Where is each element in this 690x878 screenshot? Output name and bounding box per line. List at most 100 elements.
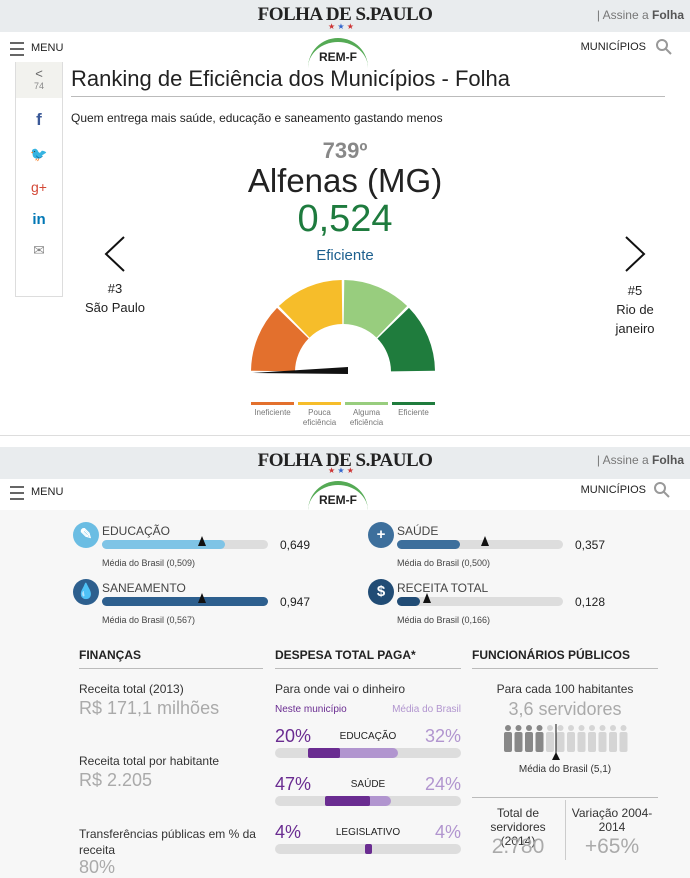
municipios[interactable]: MUNICÍPIOS [580, 41, 646, 53]
indicator-label: EDUCAÇÃO [102, 524, 171, 538]
title: Ranking de Eficiência dos Municípios - F… [71, 66, 665, 97]
indicator-label: RECEITA TOTAL [397, 581, 489, 595]
func-subtitle: Para cada 100 habitantes [496, 682, 634, 696]
indicator-value: 0,128 [575, 595, 606, 609]
gauge-segment [251, 307, 309, 372]
fin-label: Receita total por habitante [79, 754, 220, 768]
linkedin[interactable]: in [32, 211, 46, 228]
person-body [535, 732, 544, 752]
badge[interactable]: REM-F [308, 481, 368, 511]
menu[interactable]: MENU [31, 486, 64, 498]
fin-label: Receita total (2013) [79, 682, 184, 696]
subscribe[interactable]: | Assine a Folha [597, 8, 684, 22]
person-head [610, 725, 616, 731]
search-icon[interactable] [654, 482, 670, 498]
indicator-value: 0,357 [575, 538, 606, 552]
despesa-local-bar [365, 844, 372, 854]
next-link[interactable]: #5 Rio de janeiro [600, 281, 670, 338]
despesa-title: DESPESA TOTAL PAGA* [275, 648, 461, 669]
logo[interactable]: FOLHA DE S.PAULO [257, 450, 433, 471]
person-head [526, 725, 532, 731]
subtitle: Quem entrega mais saúde, educação e sane… [71, 111, 443, 125]
divider [565, 800, 566, 860]
indicator-label: SANEAMENTO [102, 581, 186, 595]
badge[interactable]: REM-F [308, 38, 368, 68]
search-icon[interactable] [656, 39, 672, 55]
fin-label: Transferências públicas em % da receita [79, 827, 256, 857]
city: Alfenas (MG) [247, 162, 443, 199]
subscribe-text: | Assine a [596, 453, 649, 467]
next-arrow[interactable] [622, 235, 648, 273]
person-body [556, 732, 565, 752]
func-mean: Média do Brasil (5,1) [518, 764, 612, 775]
indicator-mean: Média do Brasil (0,567) [102, 615, 196, 625]
person-body [609, 732, 617, 752]
fin-value: R$ 2.205 [79, 770, 153, 790]
despesa-brazil: 4% [434, 822, 461, 842]
gauge-legend-item: Alguma eficiência [345, 402, 388, 428]
person-head [547, 725, 553, 731]
indicator-track [397, 593, 563, 606]
logo[interactable]: FOLHA DE S.PAULO [257, 4, 433, 25]
facebook[interactable]: f [36, 110, 42, 129]
menu[interactable]: MENU [31, 42, 64, 54]
person-body [619, 732, 628, 752]
content [0, 510, 690, 878]
gauge-legend-item: Ineficiente [251, 402, 294, 418]
mean-marker [552, 752, 560, 760]
despesa-brazil: 24% [424, 774, 461, 794]
indicator-mean: Média do Brasil (0,509) [102, 558, 196, 568]
despesa-local-bar [308, 748, 340, 758]
person-head [589, 725, 595, 731]
rank: 739º [322, 138, 368, 163]
people-icons [504, 724, 628, 760]
share-icon: < [35, 66, 43, 81]
menu-icon[interactable] [10, 486, 24, 500]
indicator-value: 0,649 [280, 538, 311, 552]
despesa-name: SAÚDE [350, 779, 386, 790]
subscribe-brand: Folha [652, 453, 684, 467]
municipios[interactable]: MUNICÍPIOS [580, 484, 646, 496]
menu-icon[interactable] [10, 42, 24, 56]
prev-name: São Paulo [85, 300, 145, 315]
gauge-segment [343, 280, 408, 338]
gauge-needle [252, 367, 348, 374]
indicator-mean: Média do Brasil (0,166) [397, 615, 491, 625]
google-plus[interactable]: g+ [31, 179, 47, 195]
gauge-legend: Ineficiente Pouca eficiência Alguma eficiê… [251, 402, 437, 432]
mean-marker [197, 536, 206, 546]
stars: ★ ★ ★ [328, 22, 354, 31]
next-rank: #5 [627, 283, 643, 298]
despesa-brazil: 32% [424, 726, 461, 746]
email[interactable]: ✉ [33, 242, 45, 258]
prev-arrow[interactable] [102, 235, 128, 273]
person-head [568, 725, 574, 731]
subscribe[interactable]: | Assine a Folha [597, 453, 684, 467]
legend-brazil: Média do Brasil [392, 704, 461, 715]
share-button[interactable]: <74 [16, 62, 62, 98]
despesa-local-bar [325, 796, 370, 806]
despesa-name: EDUCAÇÃO [339, 731, 397, 742]
twitter[interactable]: 🐦 [30, 146, 48, 162]
mean-marker [480, 536, 489, 546]
person-head [536, 725, 543, 731]
despesa-subtitle: Para onde vai o dinheiro [275, 682, 406, 696]
person-body [567, 732, 575, 752]
indicator-icon: $ [368, 579, 394, 605]
prev-link[interactable]: #3 São Paulo [75, 281, 155, 315]
next-name: Rio de janeiro [615, 302, 655, 336]
total-label: Total de servidores (2014) [490, 806, 546, 848]
indicator-track [102, 536, 268, 549]
fin-value: R$ 171,1 milhões [79, 698, 220, 718]
indicator-bar [102, 597, 268, 606]
gauge [251, 280, 435, 374]
person-body [588, 732, 596, 752]
indicator-bar [397, 597, 421, 606]
var-label: Variação 2004-2014 [571, 806, 653, 834]
mean-marker [197, 593, 206, 603]
gauge-segment [377, 307, 435, 372]
indicator-mean: Média do Brasil (0,500) [397, 558, 491, 568]
divider [472, 797, 658, 798]
subscribe-brand: Folha [652, 8, 684, 22]
funcionarios-title: FUNCIONÁRIOS PÚBLICOS [472, 648, 658, 669]
